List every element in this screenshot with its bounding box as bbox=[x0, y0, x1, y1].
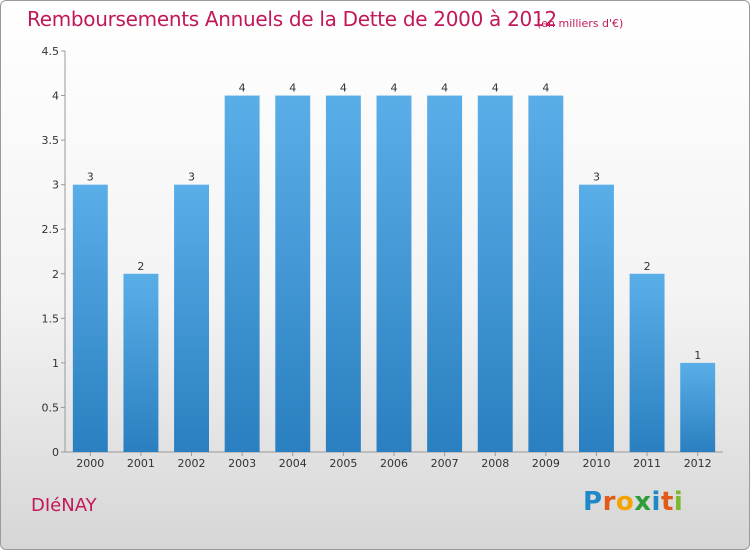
y-tick-label: 3.5 bbox=[42, 134, 60, 147]
chart-subtitle: (en milliers d'€) bbox=[537, 17, 624, 30]
bars bbox=[72, 95, 716, 453]
chart-title: Remboursements Annuels de la Dette de 20… bbox=[27, 7, 557, 31]
x-tick-label-2005: 2005 bbox=[329, 457, 357, 470]
data-label-2001: 2 bbox=[137, 260, 144, 273]
bar-2002 bbox=[174, 184, 210, 452]
y-tick-label: 3 bbox=[52, 179, 59, 192]
bar-2003 bbox=[224, 95, 260, 453]
bar-2012 bbox=[680, 362, 716, 452]
y-tick-label: 4 bbox=[52, 90, 59, 103]
logo-letter: x bbox=[634, 487, 652, 517]
bar-2009 bbox=[528, 95, 564, 453]
x-tick-label-2002: 2002 bbox=[178, 457, 206, 470]
y-tick-label: 4.5 bbox=[42, 45, 60, 58]
y-tick-label: 2.5 bbox=[42, 223, 60, 236]
data-label-2010: 3 bbox=[593, 171, 600, 184]
logo-letter: o bbox=[615, 487, 635, 517]
bar-2005 bbox=[325, 95, 361, 453]
y-tick-label: 1 bbox=[52, 357, 59, 370]
x-tick-label-2001: 2001 bbox=[127, 457, 155, 470]
data-label-2006: 4 bbox=[391, 82, 398, 95]
logo-letter: i bbox=[673, 487, 684, 517]
x-tick-label-2004: 2004 bbox=[279, 457, 307, 470]
data-label-2003: 4 bbox=[239, 82, 246, 95]
bar-2000 bbox=[72, 184, 108, 452]
logo-letter: P bbox=[583, 487, 603, 517]
bar-2004 bbox=[275, 95, 311, 453]
y-axis-ticks: 0 0.5 1 1.5 2 2.5 3 3.5 4 4.5 bbox=[42, 45, 65, 459]
y-tick-label: 2 bbox=[52, 268, 59, 281]
logo-letter: i bbox=[651, 487, 661, 517]
data-label-2009: 4 bbox=[542, 82, 549, 95]
bar-2007 bbox=[427, 95, 463, 453]
data-label-2011: 2 bbox=[644, 260, 651, 273]
data-label-2008: 4 bbox=[492, 82, 499, 95]
x-tick-label-2007: 2007 bbox=[431, 457, 459, 470]
y-tick-label: 0 bbox=[52, 446, 59, 459]
logo-letter: r bbox=[602, 487, 616, 517]
x-tick-label-2003: 2003 bbox=[228, 457, 256, 470]
data-label-2012: 1 bbox=[694, 349, 701, 362]
y-tick-label: 0.5 bbox=[42, 401, 60, 414]
data-label-2005: 4 bbox=[340, 82, 347, 95]
x-tick-label-2012: 2012 bbox=[684, 457, 712, 470]
data-label-2007: 4 bbox=[441, 82, 448, 95]
data-label-2004: 4 bbox=[289, 82, 296, 95]
x-axis-ticks: 2000 2001 2002 2003 2004 2005 2006 2007 2008 2009… bbox=[76, 452, 712, 470]
x-tick-label-2006: 2006 bbox=[380, 457, 408, 470]
commune-name: DIéNAY bbox=[31, 495, 97, 516]
x-tick-label-2009: 2009 bbox=[532, 457, 560, 470]
bar-2008 bbox=[477, 95, 513, 453]
bar-2010 bbox=[578, 184, 614, 452]
data-label-2002: 3 bbox=[188, 171, 195, 184]
x-tick-label-2010: 2010 bbox=[582, 457, 610, 470]
proxiti-logo: Proxiti bbox=[583, 487, 683, 517]
bar-2001 bbox=[123, 273, 159, 452]
x-tick-label-2011: 2011 bbox=[633, 457, 661, 470]
logo-letter: t bbox=[660, 487, 674, 517]
x-tick-label-2008: 2008 bbox=[481, 457, 509, 470]
data-label-2000: 3 bbox=[87, 171, 94, 184]
bar-2011 bbox=[629, 273, 665, 452]
data-labels: 3 2 3 4 4 4 4 4 4 4 3 2 1 bbox=[87, 82, 701, 362]
y-tick-label: 1.5 bbox=[42, 312, 60, 325]
x-tick-label-2000: 2000 bbox=[76, 457, 104, 470]
bar-2006 bbox=[376, 95, 412, 453]
